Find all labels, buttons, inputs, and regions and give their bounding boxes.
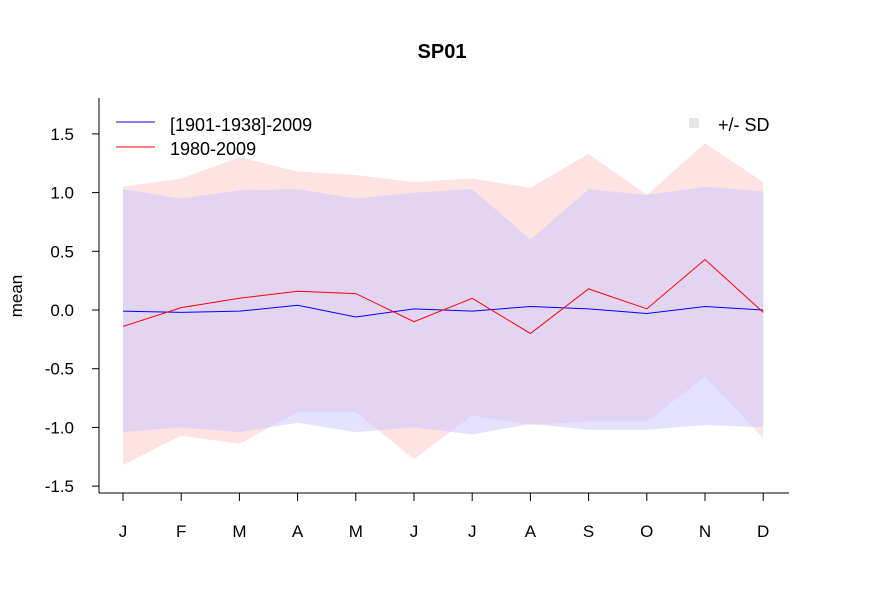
x-tick-label: J [468,522,477,541]
plot-lines [122,258,764,335]
legend-label-series-0: [1901-1938]-2009 [170,115,312,135]
sd-band-series-0 [123,186,764,435]
y-tick-label: 1.0 [50,184,74,203]
legend-sd-swatch [689,118,699,128]
legend-sd: +/- SD [689,115,770,135]
x-tick-label: A [292,522,304,541]
x-tick-label: J [119,522,128,541]
x-tick-label: M [349,522,363,541]
x-tick-label: A [525,522,537,541]
chart-title: SP01 [418,41,467,63]
x-tick-label: F [176,522,186,541]
y-axis: -1.5 -1.0 -0.5 0.0 0.5 1.0 1.5 mean [7,98,100,496]
x-tick-label: S [583,522,594,541]
x-tick-label: M [232,522,246,541]
line-series-1 [122,258,764,335]
plot-bands [123,143,764,465]
legend-series: [1901-1938]-2009 1980-2009 [116,115,312,159]
legend-sd-label: +/- SD [718,115,770,135]
y-tick-label: -0.5 [45,360,74,379]
x-tick-label: O [640,522,653,541]
y-tick-label: 0.5 [50,242,74,261]
y-tick-label: 0.0 [50,301,74,320]
x-tick-label: N [699,522,711,541]
x-tick-label: D [757,522,769,541]
y-tick-label: -1.0 [45,418,74,437]
legend-label-series-1: 1980-2009 [170,139,256,159]
y-axis-label: mean [7,275,26,318]
x-tick-label: J [410,522,419,541]
y-tick-label: 1.5 [50,125,74,144]
y-tick-label: -1.5 [45,477,74,496]
